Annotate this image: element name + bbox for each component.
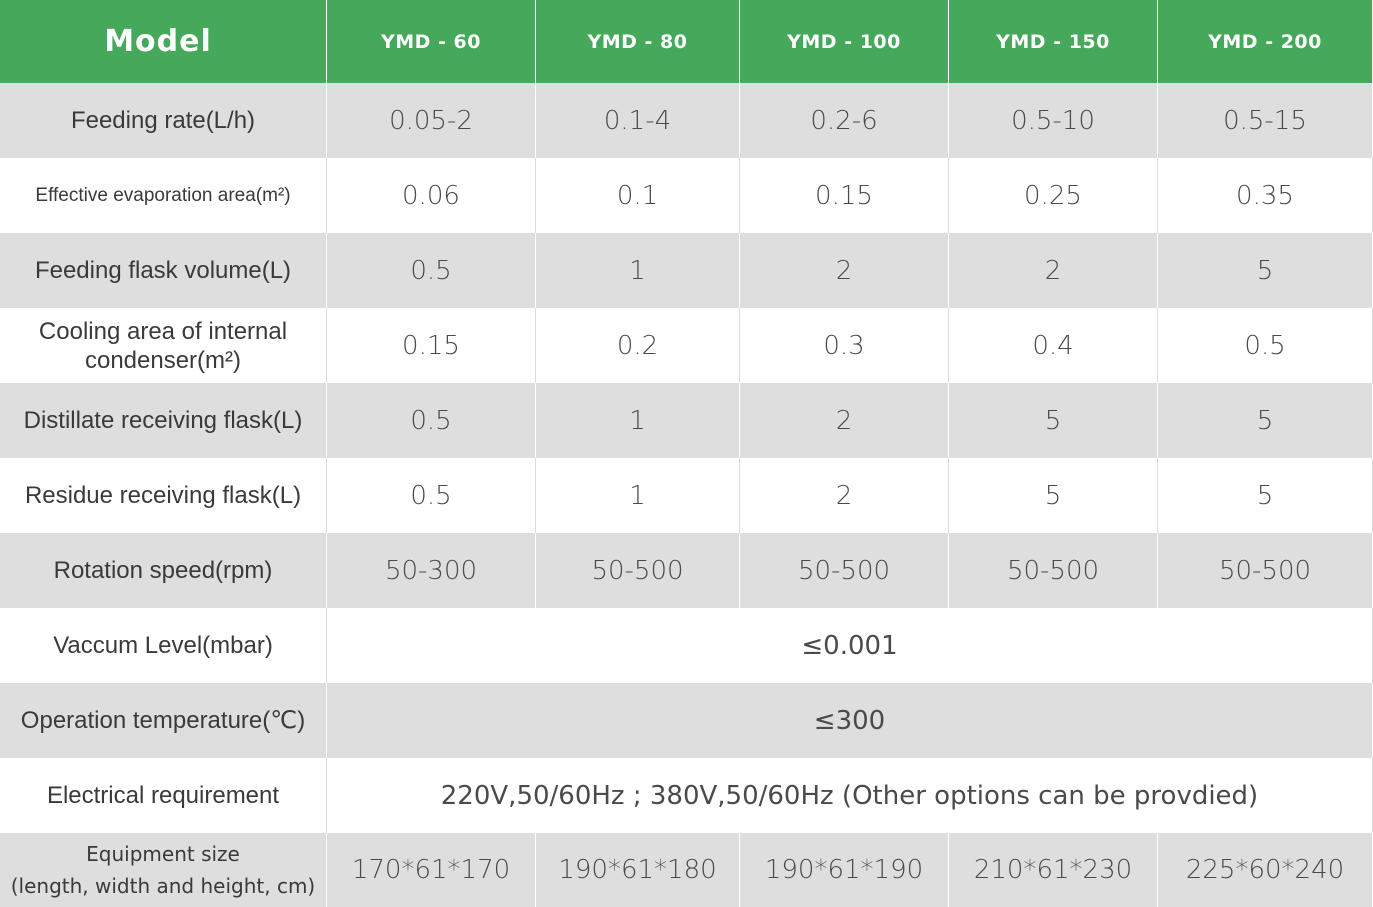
- cell-value: 1: [536, 458, 740, 533]
- cell-value: 2: [740, 383, 949, 458]
- table-row-equipment-size: Equipment size (length, width and height…: [0, 833, 1373, 907]
- cell-value: 0.15: [327, 308, 536, 383]
- cell-value: 5: [949, 383, 1158, 458]
- model-column-header: YMD - 200: [1158, 0, 1373, 83]
- cell-value: 2: [740, 458, 949, 533]
- cell-value: 0.5: [327, 383, 536, 458]
- row-label: Electrical requirement: [0, 758, 327, 833]
- cell-value: 50-500: [949, 533, 1158, 608]
- table-row-feeding-flask: Feeding flask volume(L) 0.5 1 2 2 5: [0, 233, 1373, 308]
- table-row-cooling-area: Cooling area of internal condenser(m²) 0…: [0, 308, 1373, 383]
- cell-value: 0.2: [536, 308, 740, 383]
- cell-value: 0.06: [327, 158, 536, 233]
- cell-value: 190*61*180: [536, 833, 740, 907]
- cell-value: 50-500: [1158, 533, 1373, 608]
- row-label-line: Equipment size: [86, 842, 240, 866]
- cell-value-spanning: ≤0.001: [327, 608, 1373, 683]
- cell-value: 5: [949, 458, 1158, 533]
- cell-value: 5: [1158, 383, 1373, 458]
- row-label-line: condenser(m²): [84, 346, 242, 374]
- table-row-electrical-requirement: Electrical requirement 220V,50/60Hz ; 38…: [0, 758, 1373, 833]
- row-label: Feeding flask volume(L): [0, 233, 327, 308]
- table-row-vacuum-level: Vaccum Level(mbar) ≤0.001: [0, 608, 1373, 683]
- row-label-line: (length, width and height, cm): [10, 874, 316, 898]
- row-label: Operation temperature(℃): [0, 683, 327, 758]
- row-label: Cooling area of internal condenser(m²): [0, 308, 327, 383]
- row-label: Rotation speed(rpm): [0, 533, 327, 608]
- table-row-distillate-flask: Distillate receiving flask(L) 0.5 1 2 5 …: [0, 383, 1373, 458]
- cell-value: 0.5: [327, 233, 536, 308]
- cell-value: 0.5: [1158, 308, 1373, 383]
- cell-value: 2: [740, 233, 949, 308]
- cell-value: 0.05-2: [327, 83, 536, 158]
- table-row-operation-temperature: Operation temperature(℃) ≤300: [0, 683, 1373, 758]
- cell-value: 1: [536, 383, 740, 458]
- model-column-header: YMD - 100: [740, 0, 949, 83]
- row-label: Residue receiving flask(L): [0, 458, 327, 533]
- cell-value-spanning: ≤300: [327, 683, 1373, 758]
- row-label: Equipment size (length, width and height…: [0, 833, 327, 907]
- cell-value: 0.4: [949, 308, 1158, 383]
- cell-value: 0.2-6: [740, 83, 949, 158]
- cell-value: 0.25: [949, 158, 1158, 233]
- table-row-feeding-rate: Feeding rate(L/h) 0.05-2 0.1-4 0.2-6 0.5…: [0, 83, 1373, 158]
- model-column-header: YMD - 80: [536, 0, 740, 83]
- model-header: Model: [0, 0, 327, 83]
- table-row-evaporation-area: Effective evaporation area(m²) 0.06 0.1 …: [0, 158, 1373, 233]
- cell-value: 0.3: [740, 308, 949, 383]
- cell-value: 0.5-15: [1158, 83, 1373, 158]
- header-row: Model YMD - 60 YMD - 80 YMD - 100 YMD - …: [0, 0, 1373, 83]
- cell-value: 50-500: [740, 533, 949, 608]
- cell-value: 0.15: [740, 158, 949, 233]
- table-row-residue-flask: Residue receiving flask(L) 0.5 1 2 5 5: [0, 458, 1373, 533]
- cell-value: 0.5-10: [949, 83, 1158, 158]
- cell-value-spanning: 220V,50/60Hz ; 380V,50/60Hz (Other optio…: [327, 758, 1373, 833]
- row-label-line: Cooling area of internal: [38, 317, 288, 345]
- cell-value: 50-300: [327, 533, 536, 608]
- row-label: Vaccum Level(mbar): [0, 608, 327, 683]
- cell-value: 170*61*170: [327, 833, 536, 907]
- cell-value: 1: [536, 233, 740, 308]
- cell-value: 0.35: [1158, 158, 1373, 233]
- cell-value: 0.1-4: [536, 83, 740, 158]
- model-column-header: YMD - 150: [949, 0, 1158, 83]
- model-column-header: YMD - 60: [327, 0, 536, 83]
- table-row-rotation-speed: Rotation speed(rpm) 50-300 50-500 50-500…: [0, 533, 1373, 608]
- cell-value: 50-500: [536, 533, 740, 608]
- row-label: Effective evaporation area(m²): [0, 158, 327, 233]
- cell-value: 5: [1158, 233, 1373, 308]
- cell-value: 0.5: [327, 458, 536, 533]
- cell-value: 5: [1158, 458, 1373, 533]
- cell-value: 210*61*230: [949, 833, 1158, 907]
- row-label: Distillate receiving flask(L): [0, 383, 327, 458]
- cell-value: 225*60*240: [1158, 833, 1373, 907]
- cell-value: 190*61*190: [740, 833, 949, 907]
- cell-value: 2: [949, 233, 1158, 308]
- cell-value: 0.1: [536, 158, 740, 233]
- row-label: Feeding rate(L/h): [0, 83, 327, 158]
